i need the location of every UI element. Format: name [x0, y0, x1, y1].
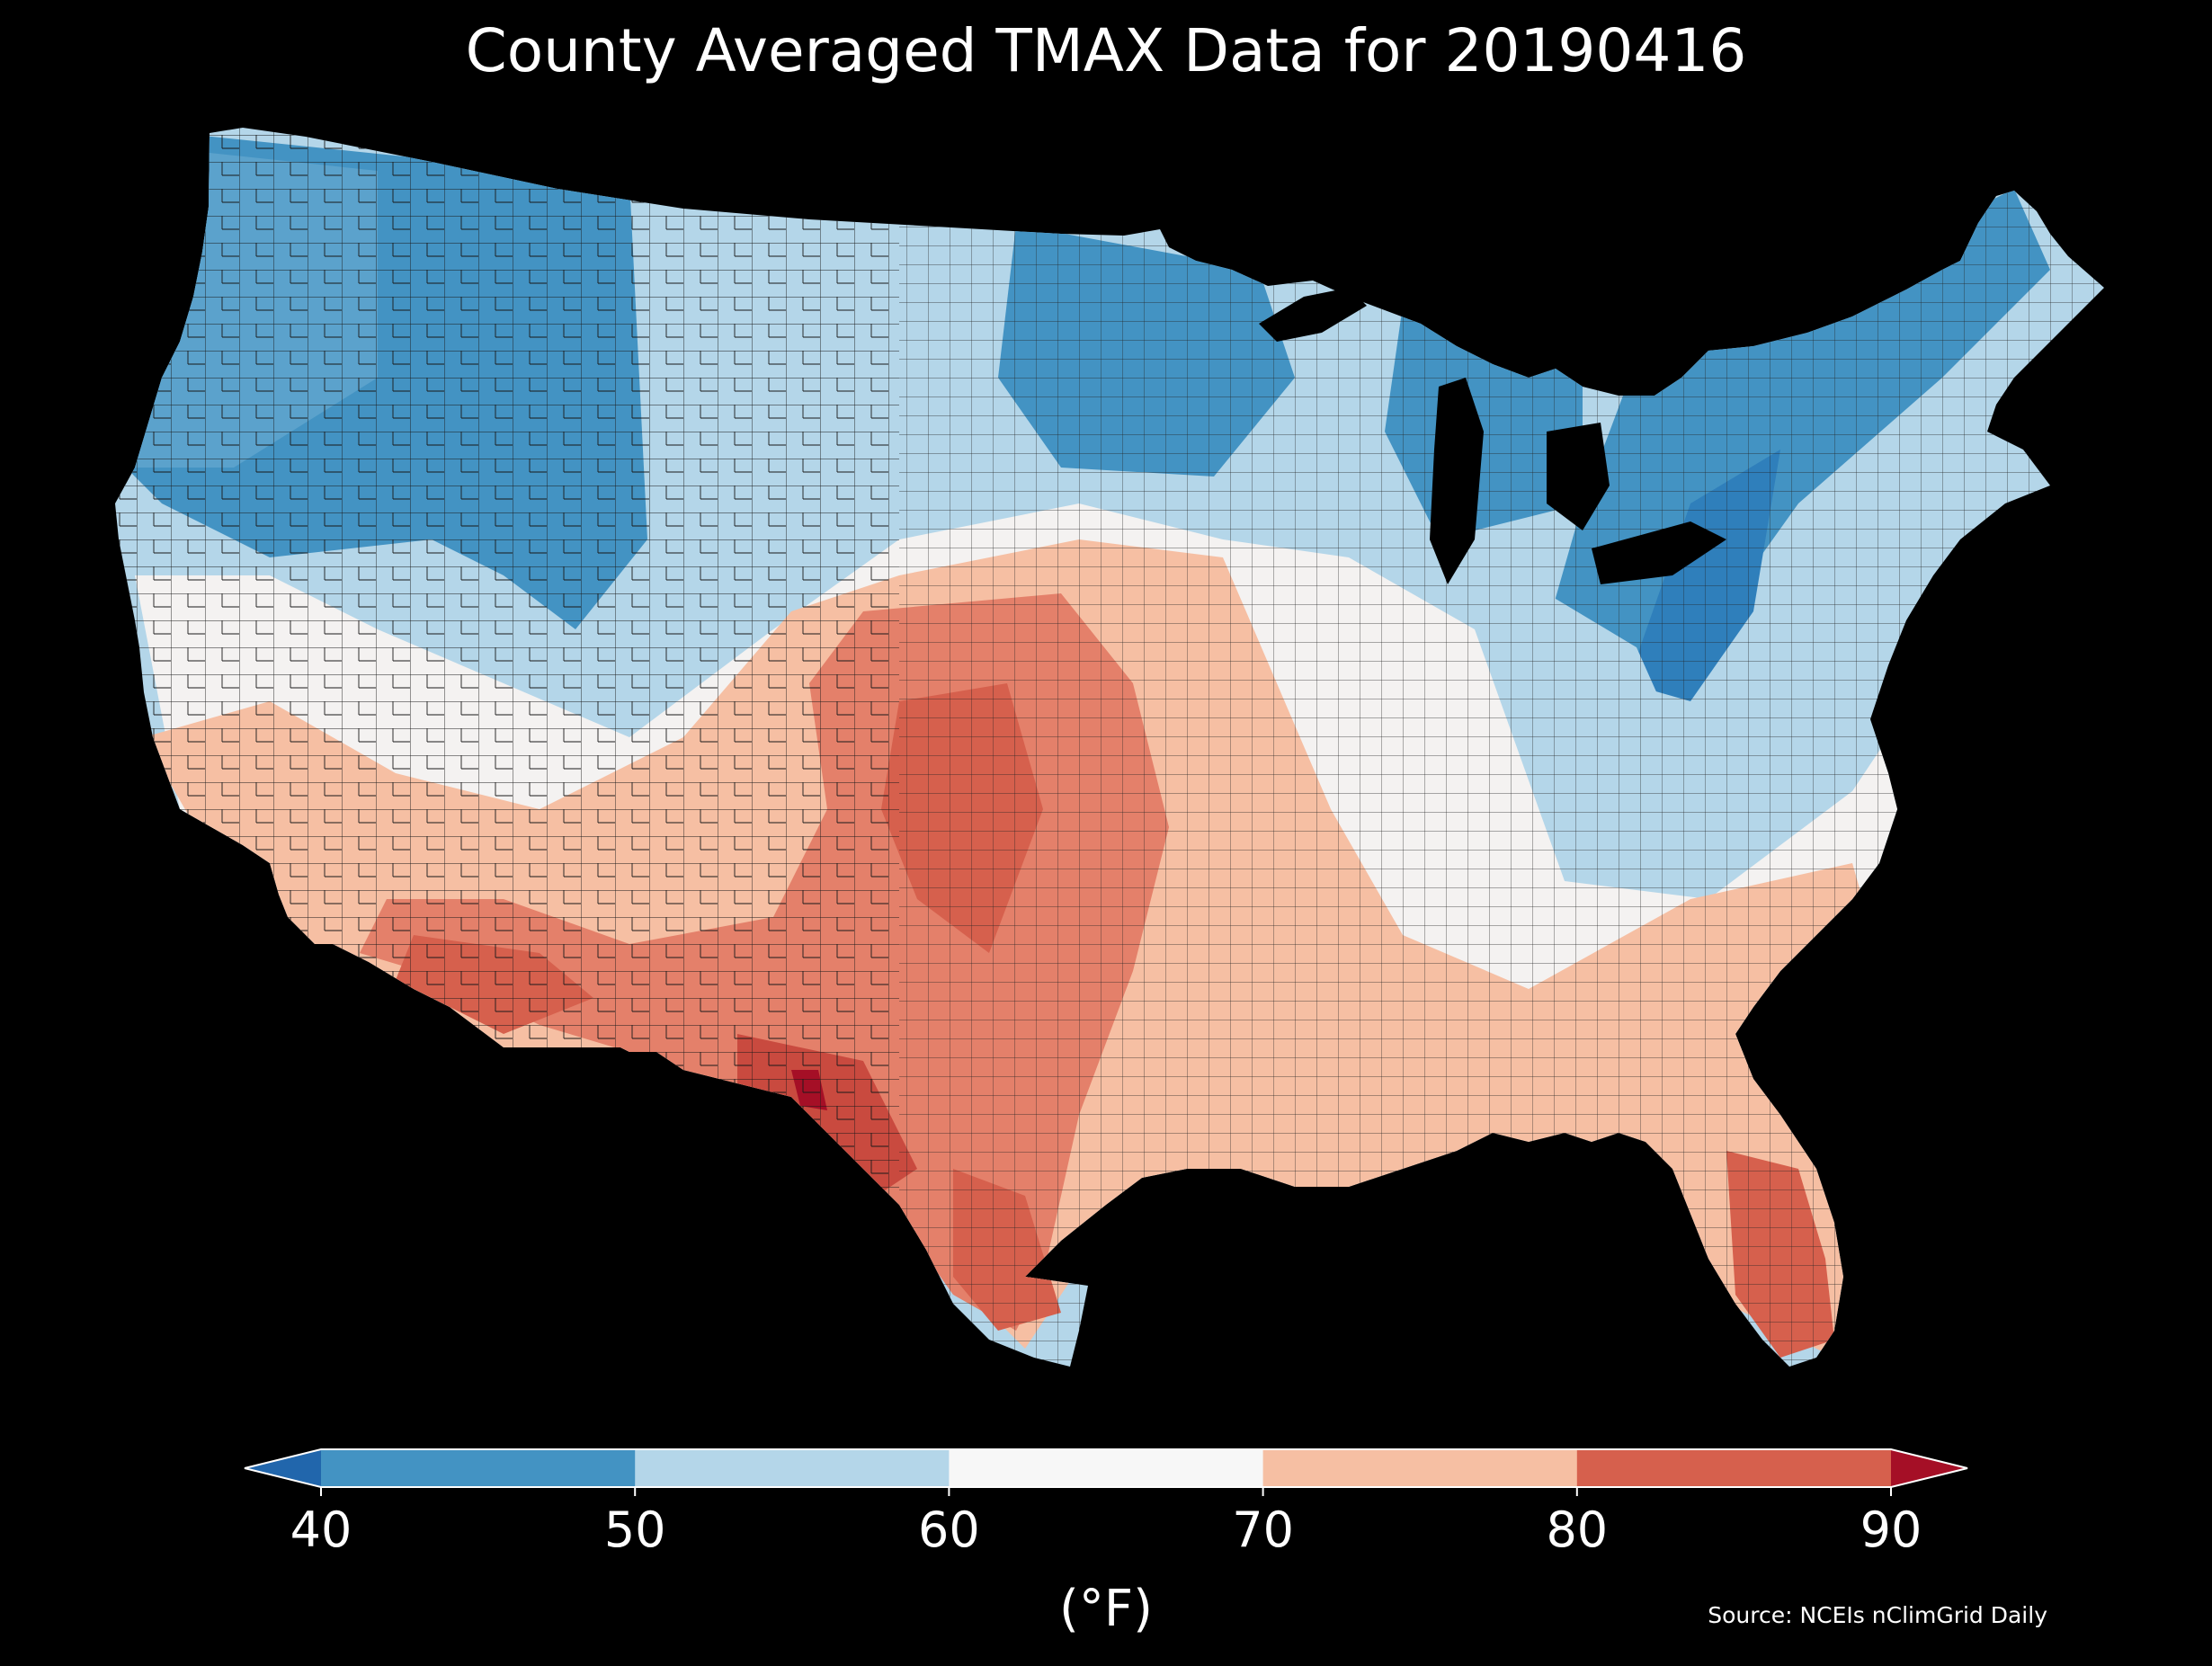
- colorbar-tick-label: 60: [918, 1501, 980, 1558]
- colorbar-bin: [1262, 1449, 1578, 1487]
- colorbar-bin: [635, 1449, 950, 1487]
- colorbar-bin: [1576, 1449, 1892, 1487]
- colorbar-bin: [321, 1449, 636, 1487]
- colorbar-unit-label: (°F): [1059, 1580, 1153, 1638]
- colorbar-tick-label: 50: [604, 1501, 666, 1558]
- colorbar-tick-label: 70: [1232, 1501, 1294, 1558]
- colorbar-extend-high: [1891, 1449, 1967, 1487]
- source-note: Source: NCEIs nClimGrid Daily: [1708, 1602, 2047, 1628]
- colorbar-tick-label: 80: [1546, 1501, 1608, 1558]
- colorbar-tick-label: 40: [290, 1501, 352, 1558]
- choropleth-map: [115, 128, 2104, 1367]
- colorbar-bin: [949, 1449, 1264, 1487]
- colorbar-extend-low: [245, 1449, 321, 1487]
- map-title: County Averaged TMAX Data for 20190416: [465, 16, 1747, 85]
- colorbar-tick-label: 90: [1860, 1501, 1922, 1558]
